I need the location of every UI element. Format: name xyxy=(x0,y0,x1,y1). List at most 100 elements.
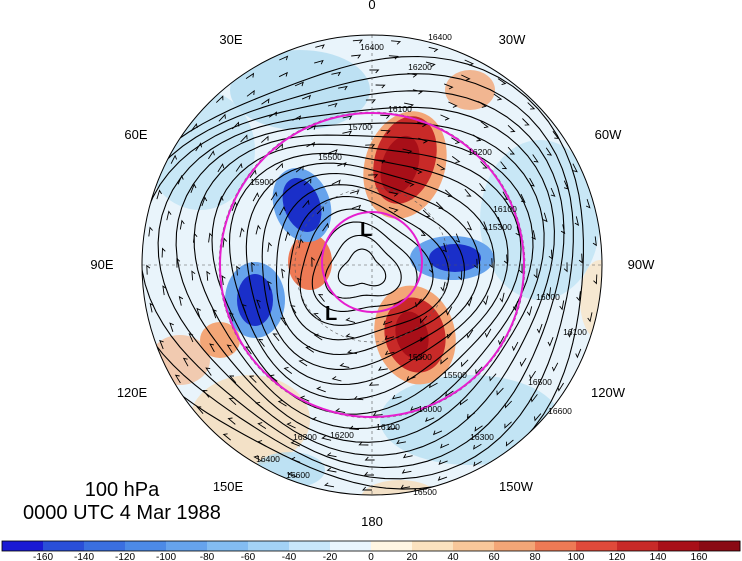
wind-barb-icon xyxy=(440,114,450,121)
wind-barb-icon xyxy=(182,357,189,367)
wind-barb-icon xyxy=(368,174,379,179)
wind-barb-icon xyxy=(358,441,369,446)
wind-barb-icon xyxy=(407,72,418,78)
wind-barb-icon xyxy=(464,188,472,197)
wind-barb-icon xyxy=(218,113,226,122)
wind-barb-icon xyxy=(417,121,427,128)
wind-barb-icon xyxy=(404,180,415,187)
wind-barb-icon xyxy=(504,400,513,409)
wind-barb-icon xyxy=(290,305,297,314)
wind-barb-icon xyxy=(493,93,503,101)
wind-barb-icon xyxy=(270,191,278,201)
wind-barb-icon xyxy=(345,333,356,339)
height-contour xyxy=(245,162,495,386)
wind-barb-icon xyxy=(412,89,423,95)
height-contour xyxy=(275,184,466,356)
wind-barb-icon xyxy=(349,189,360,195)
wind-barb-icon xyxy=(331,71,342,77)
wind-barb-icon xyxy=(543,212,548,223)
wind-barb-icon xyxy=(415,355,425,362)
wind-barb-icon xyxy=(563,180,569,190)
colorbar-tick-label: 40 xyxy=(447,552,459,561)
wind-barb-icon xyxy=(585,198,591,209)
wind-barb-icon xyxy=(284,231,291,241)
wind-barb-icon xyxy=(526,306,533,317)
wind-barb-icon xyxy=(467,221,473,231)
wind-barb-icon xyxy=(311,256,316,267)
wind-barb-icon xyxy=(419,228,426,237)
wind-barb-icon xyxy=(192,232,198,243)
wind-barb-icon xyxy=(507,146,515,155)
wind-barb-icon xyxy=(253,455,263,462)
wind-barb-icon xyxy=(228,397,237,406)
wind-barb-icon xyxy=(428,46,439,53)
colorbar-bin xyxy=(453,541,495,551)
height-contour xyxy=(324,234,402,299)
contour-label: 16200 xyxy=(408,62,432,72)
wind-barb-icon xyxy=(258,338,265,347)
wind-barb-icon xyxy=(365,99,376,104)
wind-barb-icon xyxy=(473,443,482,450)
colorbar-tick-label: 80 xyxy=(529,552,541,561)
wind-barb-icon xyxy=(531,230,536,240)
wind-barb-icon xyxy=(364,471,375,476)
wind-barb-icon xyxy=(484,328,492,338)
wind-barb-icon xyxy=(255,401,264,409)
contour-label: 15900 xyxy=(250,177,274,187)
wind-barb-icon xyxy=(446,330,454,340)
wind-barb-icon xyxy=(316,206,325,215)
wind-barb-icon xyxy=(593,274,598,285)
wind-barb-icon xyxy=(402,453,413,459)
contour-labels: 16400 16200 16100 15700 15500 16200 16100 15900… xyxy=(250,32,587,497)
wind-barb-icon xyxy=(156,189,162,200)
wind-barb-icon xyxy=(550,187,556,197)
longitude-label-30w: 30W xyxy=(499,32,526,47)
wind-barb-icon xyxy=(425,61,436,67)
colorbar-tick-label: -120 xyxy=(115,552,135,561)
wind-barb-icon xyxy=(306,125,316,131)
wind-barb-icon xyxy=(337,162,347,167)
wind-barb-icon xyxy=(559,300,565,311)
wind-barb-icon xyxy=(415,298,422,308)
wind-barb-icon xyxy=(255,224,261,235)
wind-barb-icon xyxy=(226,344,233,354)
contour-label: 16200 xyxy=(468,147,492,157)
colorbar-bin xyxy=(699,541,741,551)
wind-barb-icon xyxy=(287,471,298,478)
height-contour xyxy=(261,172,481,370)
wind-barb-icon xyxy=(313,333,323,341)
wind-barb-icon xyxy=(351,54,362,59)
wind-barb-icon xyxy=(277,399,287,407)
wind-barb-icon xyxy=(283,366,293,374)
wind-barb-icon xyxy=(342,115,353,120)
wind-barb-icon xyxy=(208,232,213,243)
colorbar-tick-label: -160 xyxy=(33,552,53,561)
wind-barb-icon xyxy=(240,134,248,143)
contour-label: 15300 xyxy=(408,352,432,362)
wind-barb-icon xyxy=(445,306,453,316)
contour-label: 16100 xyxy=(493,204,517,214)
wind-barb-icon xyxy=(483,221,488,231)
wind-barb-icon xyxy=(473,258,478,269)
wind-barb-icon xyxy=(479,183,486,192)
wind-barb-icon xyxy=(380,114,391,119)
longitude-label-90e: 90E xyxy=(90,257,113,272)
wind-barb-icon xyxy=(245,346,252,355)
wind-barb-icon xyxy=(196,406,204,414)
wind-barb-icon xyxy=(286,422,296,429)
wind-barb-icon xyxy=(552,130,560,139)
longitude-label-60e: 60E xyxy=(124,127,147,142)
wind-barb-icon xyxy=(503,254,508,265)
wind-barbs xyxy=(146,39,598,491)
wind-barb-icon xyxy=(335,408,346,414)
wind-barb-icon xyxy=(533,268,538,279)
wind-barb-icon xyxy=(347,349,358,355)
longitude-label-0: 0 xyxy=(368,0,375,12)
low-marker: L xyxy=(360,219,372,241)
wind-barb-icon xyxy=(466,412,476,419)
wind-barb-icon xyxy=(190,122,198,132)
colorbar-bin xyxy=(371,541,413,551)
wind-barb-icon xyxy=(387,425,398,430)
colorbar-tick-label: 0 xyxy=(368,552,374,561)
wind-barb-icon xyxy=(236,265,241,276)
